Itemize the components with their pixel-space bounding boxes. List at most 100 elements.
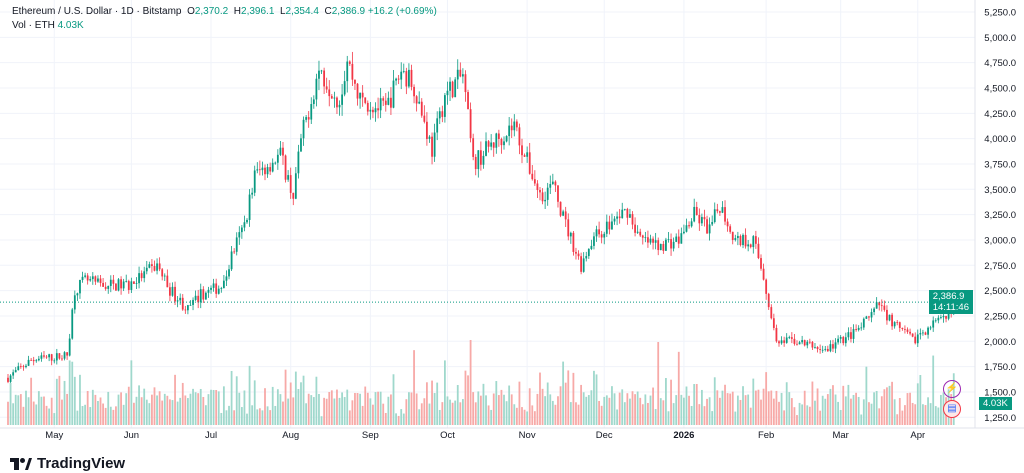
volume-bar [418, 409, 421, 425]
volume-bar [454, 400, 457, 425]
volume-bar [17, 395, 20, 425]
volume-bar [659, 398, 662, 425]
volume-bar [780, 392, 783, 425]
volume-bar [366, 392, 369, 425]
volume-bar [623, 402, 626, 425]
candle-body [667, 239, 670, 240]
volume-bar [662, 400, 665, 425]
us-flag-icon[interactable]: ▤ [943, 400, 961, 418]
close-value: 2,386.9 [331, 6, 366, 17]
volume-bar [891, 381, 893, 425]
volume-bar [711, 411, 714, 425]
volume-bar [647, 402, 649, 425]
candle-body [418, 101, 421, 104]
volume-bar [37, 391, 40, 425]
candle-body [228, 269, 230, 277]
volume-bar [266, 406, 269, 425]
volume-bar [783, 410, 786, 425]
candle-body [307, 117, 310, 120]
candle-body [361, 92, 364, 98]
candle-body [557, 185, 559, 202]
volume-bar [135, 396, 138, 425]
candle-body [102, 282, 104, 287]
candle-body [312, 99, 315, 105]
volume-bar [55, 378, 58, 425]
candle-body [333, 97, 336, 99]
volume-bar [197, 393, 200, 425]
volume-bar [261, 410, 264, 425]
volume-bar [333, 398, 336, 425]
volume-bar [217, 391, 220, 425]
candle-body [893, 322, 896, 327]
candle-body [713, 209, 716, 223]
volume-bar [539, 372, 541, 425]
candle-body [63, 352, 66, 359]
volume-bar [778, 401, 780, 425]
candle-body [428, 136, 431, 139]
volume-bar [351, 400, 354, 425]
volume-bar [503, 394, 505, 425]
candle-body [492, 142, 495, 148]
candle-body [898, 322, 901, 328]
candle-body [796, 343, 798, 345]
volume-bar [690, 405, 693, 425]
candle-body [603, 233, 606, 238]
high-value: 2,396.1 [241, 6, 275, 17]
change-value: +16.2 (+0.69%) [367, 6, 437, 17]
volume-bar [22, 406, 25, 425]
volume-bar [847, 384, 850, 425]
candle-body [685, 225, 688, 232]
volume-bar [461, 399, 464, 425]
volume-bar [9, 382, 12, 425]
candle-body [880, 305, 883, 307]
candle-body [767, 293, 770, 308]
candle-body [760, 258, 762, 269]
volume-bar [163, 393, 166, 425]
volume-bar [567, 370, 570, 425]
candle-body [775, 327, 778, 342]
volume-bar [906, 393, 909, 425]
candle-body [549, 184, 552, 188]
volume-bar [361, 405, 364, 425]
volume-bar [477, 391, 480, 425]
candle-body [343, 81, 346, 95]
candle-body [230, 251, 233, 270]
tradingview-logo[interactable]: TradingView [10, 455, 125, 472]
candle-body [97, 278, 99, 282]
volume-bar [855, 392, 857, 425]
candle-body [145, 267, 148, 272]
candle-body [744, 234, 747, 247]
candle-body [9, 375, 12, 382]
candle-body [783, 340, 786, 343]
candle-body [222, 280, 225, 289]
volume-bar [744, 395, 747, 425]
lightning-icon[interactable]: ⚡ [943, 380, 961, 398]
candle-body [207, 289, 210, 293]
candle-body [194, 295, 197, 300]
candle-body [857, 327, 860, 330]
candle-body [497, 133, 500, 139]
volume-bar [125, 393, 128, 425]
volume-bar [793, 407, 796, 425]
y-tick-label: 4,750.0 [984, 58, 1016, 69]
candle-body [35, 360, 38, 362]
y-tick-label: 2,250.0 [984, 311, 1016, 322]
volume-bar [513, 404, 516, 425]
candle-body [351, 63, 354, 80]
candle-body [271, 162, 274, 172]
candle-body [181, 297, 184, 310]
volume-bar [952, 373, 955, 425]
volume-bar [639, 397, 642, 425]
volume-bar [814, 400, 816, 425]
candle-body [911, 333, 914, 337]
volume-bar [117, 394, 120, 425]
volume-bar [210, 389, 212, 425]
volume-bar [294, 371, 297, 425]
candle-body [14, 370, 17, 373]
volume-bar [940, 394, 942, 425]
candle-body [233, 251, 236, 253]
volume-bar [140, 397, 143, 425]
candle-body [631, 214, 634, 225]
volume-bar [747, 394, 750, 425]
